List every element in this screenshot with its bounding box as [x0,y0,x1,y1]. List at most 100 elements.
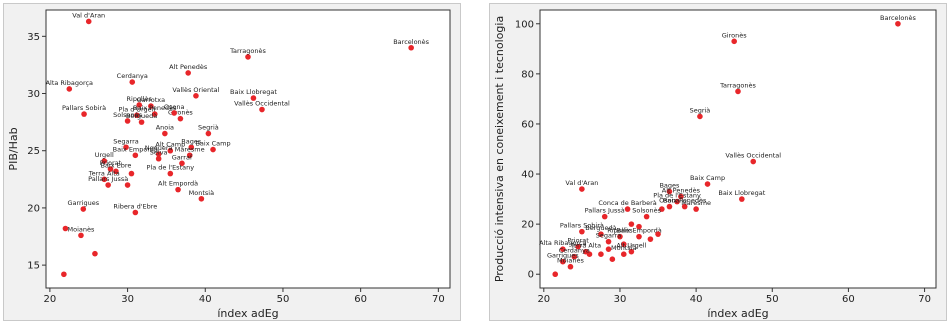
y-axis-label: Producció intensiva en coneixement i tec… [493,16,506,282]
x-tick-label: 20 [537,294,550,305]
x-tick-label: 70 [918,294,931,305]
y-tick-label: 80 [521,69,534,80]
data-point-label: Maresme [681,199,711,207]
data-point-label: Segarra [596,232,621,240]
x-tick-label: 70 [432,294,445,305]
data-point [133,210,139,216]
y-tick-label: 20 [521,220,534,231]
data-point [739,196,745,202]
data-point-label: Moianès [68,225,95,233]
data-point-label: Pallars Jussà [585,207,625,215]
data-point-label: Alta Ribagorça [46,79,93,87]
data-point [61,271,67,277]
data-point-label: Baix Llobregat [718,189,765,197]
x-axis-label: índex adEg [707,307,768,320]
y-tick-label: 15 [27,261,40,272]
data-point-label: Barcelonès [393,38,429,46]
data-point [175,187,181,193]
data-point-label: Garraf [172,153,193,161]
data-point [750,159,756,165]
data-point [206,131,212,137]
data-point-label: Vallès Occidental [725,152,781,160]
scatter-chart-tech: 20 30 40 50 60 70 0 20 40 60 80 100 índex adEg Produc… [490,4,948,322]
data-point [579,229,585,235]
data-point-label: Anoia [156,124,174,132]
data-point [636,234,642,240]
data-point-label: Selva [150,149,168,157]
data-point-label: Solsonès [632,207,661,215]
data-point-label: Alt Penedès [169,63,208,71]
data-point-label: Segrià [690,106,711,114]
chart-panel-gdp: 20 30 40 50 60 70 15 20 25 30 35 índex adEg PIB/Hab V… [3,3,461,321]
x-tick-label: 60 [354,294,367,305]
data-point-label: Baix Camp [690,174,725,182]
data-point [731,39,737,45]
data-point [667,204,673,210]
data-point-label: Urgell [95,151,114,159]
y-tick-label: 25 [27,146,40,157]
data-point [579,186,585,192]
y-axis-label: PIB/Hab [7,127,20,170]
x-tick-label: 20 [44,294,57,305]
data-point [156,156,162,162]
data-point-label: Val d'Aran [565,179,598,187]
data-point-label: Pallars Sobirà [62,104,106,112]
data-point [735,89,741,95]
data-point [105,182,111,188]
data-point [705,181,711,187]
data-point [80,206,86,212]
y-tick-label: 60 [521,119,534,130]
y-tick-label: 100 [515,19,534,30]
data-point [895,21,901,27]
y-tick-label: 40 [521,170,534,181]
data-point [168,171,174,177]
x-tick-label: 60 [842,294,855,305]
data-point [602,214,608,220]
data-point-label: Pallars Jussà [88,175,128,183]
x-tick-label: 50 [766,294,779,305]
data-point [210,147,216,153]
data-point [92,251,98,257]
data-point-label: Garrigues [67,199,99,207]
data-point [125,182,131,188]
x-tick-label: 40 [690,294,703,305]
data-point-label: Montsià [189,189,214,197]
x-axis-label: índex adEg [217,307,278,320]
data-point [193,93,199,99]
data-point [139,119,145,125]
data-point-label: Osona [659,197,680,205]
y-tick-label: 35 [27,32,40,43]
data-point-label: Ribera d'Ebre [113,202,157,210]
data-point [408,45,414,51]
y-tick-label: 0 [528,270,534,281]
data-point-label: Osona [164,103,185,111]
data-point [697,114,703,120]
data-point [178,116,184,122]
data-point [655,231,661,237]
y-tick-label: 30 [27,89,40,100]
data-point-label: Cerdanya [117,72,148,80]
data-point-label: Berguedà [126,112,157,120]
data-point [552,271,558,277]
data-point [610,256,616,262]
data-point [199,196,205,202]
x-tick-label: 30 [614,294,627,305]
data-point [78,233,84,239]
data-point-label: Tarragonès [719,81,756,89]
data-point-label: Pla de l'Estany [147,164,195,172]
data-point [693,206,699,212]
data-point-label: Segarra [113,137,138,145]
data-point-label: Tarragonès [229,47,266,55]
data-point-label: Gironès [722,31,747,39]
data-point-label: Segrià [198,124,219,132]
data-point [81,111,87,117]
data-point-label: Maresme [175,145,205,153]
data-point-label: Baix Ebre [100,161,131,169]
data-point [245,54,251,60]
data-point [162,131,168,137]
data-point [598,251,604,257]
data-point [259,107,265,113]
x-tick-label: 50 [277,294,290,305]
data-point-label: Vallès Occidental [234,100,290,108]
data-point-label: Baix Llobregat [230,88,277,96]
